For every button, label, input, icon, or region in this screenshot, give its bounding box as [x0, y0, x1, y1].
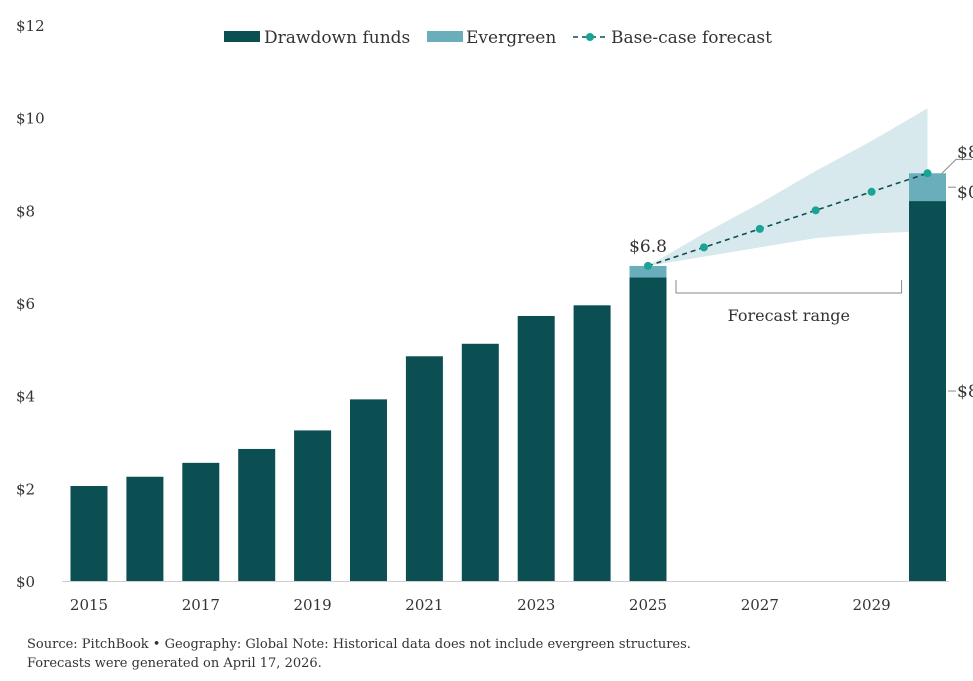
- x-tick-label: 2023: [517, 596, 555, 614]
- y-tick-label: $0: [16, 573, 35, 591]
- forecast-point-2027: [755, 224, 764, 233]
- forecast-point-2025: [644, 261, 652, 270]
- legend-label-drawdown: Drawdown funds: [264, 28, 410, 48]
- forecast-point-2030: [923, 169, 932, 178]
- forecast-point-2026: [699, 243, 708, 252]
- x-tick-label: 2019: [294, 596, 332, 614]
- bar-drawdown-2022: [461, 343, 499, 581]
- forecast-date-note: Forecasts were generated on April 17, 20…: [27, 656, 322, 671]
- total-leader-line: [941, 158, 972, 174]
- y-tick-label: $10: [16, 110, 45, 128]
- legend-swatch-forecast-dot: [586, 33, 594, 41]
- bar-drawdown-2019: [294, 430, 332, 581]
- bar-drawdown-2023: [517, 315, 555, 581]
- source-note: Source: PitchBook • Geography: Global No…: [27, 637, 691, 652]
- legend-swatch-evergreen: [427, 31, 463, 42]
- legend-swatch-drawdown: [224, 31, 260, 42]
- y-tick-label: $6: [16, 295, 35, 313]
- x-tick-label: 2021: [405, 596, 443, 614]
- legend-label-forecast: Base-case forecast: [611, 28, 772, 48]
- y-tick-label: $2: [16, 480, 35, 498]
- x-tick-label: 2017: [182, 596, 220, 614]
- x-tick-label: 2025: [629, 596, 667, 614]
- y-tick-label: $8: [16, 202, 35, 220]
- bar-drawdown-2017: [182, 462, 220, 581]
- legend-label-evergreen: Evergreen: [466, 28, 556, 48]
- forecast-band: [648, 108, 928, 266]
- evergreen-2030-label: $0: [957, 183, 973, 203]
- forecast-range-label: Forecast range: [728, 306, 850, 325]
- x-tick-label: 2027: [741, 596, 779, 614]
- x-tick-label: 2029: [853, 596, 891, 614]
- forecast-point-2028: [811, 206, 820, 215]
- forecast-line: [647, 172, 928, 267]
- bar-evergreen-2025: [629, 265, 667, 278]
- forecast-point-2029: [867, 187, 876, 196]
- forecast-range-bracket: [675, 280, 903, 294]
- total-2030-label: $8: [957, 143, 973, 163]
- bar-drawdown-2030: [909, 201, 946, 582]
- drawdown-2030-label: $8: [957, 382, 973, 402]
- y-tick-label: $4: [16, 388, 35, 406]
- y-tick-label: $12: [16, 17, 45, 35]
- bar-drawdown-2024: [573, 305, 611, 581]
- bar-drawdown-2015: [70, 486, 108, 581]
- bar-drawdown-2025: [629, 277, 667, 581]
- bar-2025-value-label: $6.8: [629, 237, 667, 257]
- bar-drawdown-2021: [405, 356, 443, 581]
- bar-drawdown-2018: [238, 448, 276, 581]
- x-tick-label: 2015: [70, 596, 108, 614]
- bar-drawdown-2016: [126, 476, 164, 581]
- bar-drawdown-2020: [350, 399, 387, 581]
